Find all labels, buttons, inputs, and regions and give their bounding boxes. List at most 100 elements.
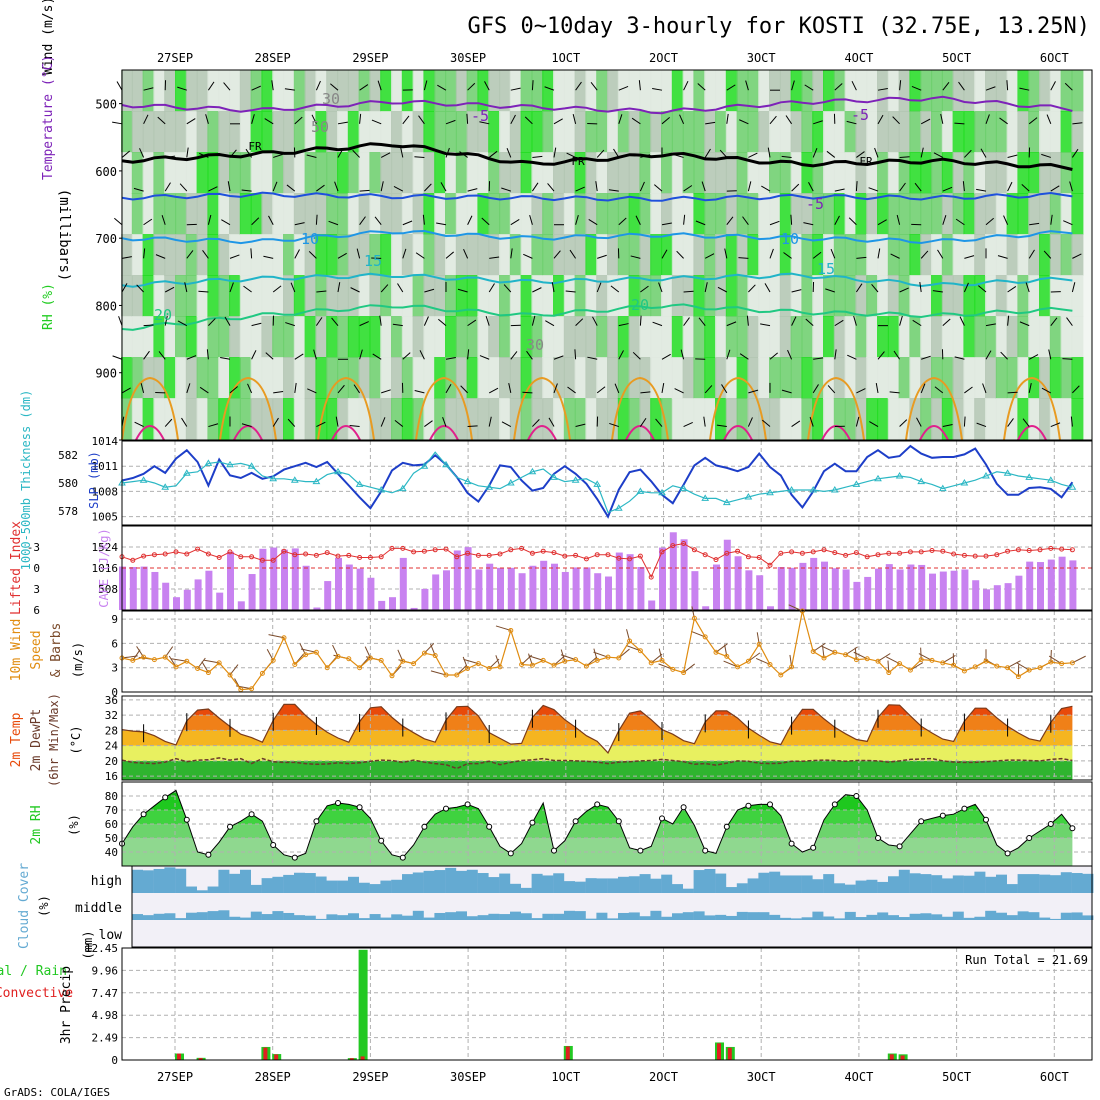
cape-bar	[410, 607, 418, 610]
wind-barb	[315, 317, 323, 326]
rh-shade-cell	[823, 275, 835, 317]
rh-shade-cell	[164, 193, 177, 235]
wind-marker	[303, 652, 309, 658]
rh-shade-cell	[725, 111, 738, 153]
rh-shade-cell	[304, 234, 317, 276]
rh-shade-cell	[520, 398, 533, 440]
rh-shade-cell	[985, 70, 997, 112]
rh-shade-cell	[250, 111, 263, 153]
rh-shade-cell	[261, 357, 274, 399]
wind-barb	[437, 84, 447, 91]
wind-marker	[259, 670, 265, 676]
wind-barb	[467, 349, 470, 360]
li-marker	[659, 549, 665, 555]
wind-marker	[529, 662, 535, 668]
wind-barb	[640, 285, 649, 293]
rh-shade-cell	[790, 111, 803, 153]
wind-barb	[531, 80, 534, 91]
slp-tick-label: 1014	[92, 435, 119, 448]
wind-barb	[445, 147, 450, 158]
rh-shade-cell	[239, 275, 252, 317]
cloud-bar-high	[780, 875, 791, 893]
rh-shade-cell	[995, 234, 1008, 276]
contour-label: 30	[322, 90, 340, 108]
rh-marker	[421, 823, 428, 830]
li-marker	[562, 553, 568, 559]
rh-marker	[529, 819, 536, 826]
rh-shade-cell	[1028, 193, 1041, 235]
wind-barb	[402, 248, 407, 259]
wind-marker	[173, 664, 179, 670]
wind-barb	[245, 148, 253, 158]
wind-marker	[789, 664, 795, 670]
isotherm-25	[807, 376, 865, 441]
wind-barb	[1041, 153, 1051, 158]
rh-shade-cell	[693, 193, 706, 235]
wind-barb	[251, 217, 260, 226]
isotherm-30	[527, 425, 557, 441]
cloud-bar-high	[477, 873, 489, 893]
wind-barb	[286, 184, 296, 192]
wind-barb	[208, 423, 219, 428]
wind-barb	[161, 215, 166, 225]
precip-conv-bar	[717, 1043, 721, 1060]
rh-tick-label: 40	[105, 846, 118, 859]
rh-shade-cell	[779, 152, 792, 194]
thickness-marker	[744, 493, 753, 500]
rh-shade-cell	[952, 357, 965, 399]
li-marker	[994, 552, 1000, 558]
wind-barb	[290, 282, 296, 293]
wind-barb	[179, 183, 188, 192]
rh-shade-cell	[963, 193, 976, 235]
li-marker	[735, 548, 741, 554]
cloud-bar-high	[466, 869, 478, 893]
rh-shade-cell	[477, 398, 490, 440]
wind-barb	[640, 391, 651, 394]
wind-barb	[940, 113, 944, 124]
rh-shade-cell	[1049, 152, 1062, 194]
rh-shade-cell	[499, 398, 511, 440]
rh-shade-cell	[661, 316, 673, 358]
wind-barb	[1019, 321, 1030, 327]
isotherm-30	[919, 425, 949, 441]
rh-shade-cell	[736, 357, 749, 399]
wind-marker	[907, 667, 913, 673]
cloud-bar-high	[736, 883, 748, 893]
wind-barb-10m	[171, 658, 187, 662]
wind-barb	[116, 81, 123, 91]
wind-barb	[565, 290, 576, 293]
wind-barb	[717, 286, 728, 293]
cloud-bar-high	[909, 873, 921, 893]
cloud-bar-high	[1039, 874, 1051, 893]
wind-marker	[227, 672, 233, 678]
rh-shade-cell	[445, 316, 457, 358]
cloud-bar-high	[682, 888, 694, 893]
wind-barb	[247, 383, 253, 394]
cloud-bar-middle	[499, 914, 511, 920]
rh-shade-cell	[628, 193, 641, 235]
rh-marker	[939, 812, 946, 819]
rh-shade-cell	[531, 316, 544, 358]
cloud-layer-label: low	[99, 928, 123, 943]
rh-shade-cell	[272, 193, 285, 235]
li-marker	[400, 545, 406, 551]
rh-shade-cell	[304, 316, 317, 358]
rh-shade-cell	[747, 275, 760, 317]
date-label-bottom: 30SEP	[450, 1070, 486, 1084]
wind-tick-label: 6	[111, 637, 118, 650]
wind-unit-label: (m/s)	[71, 642, 85, 678]
cape-tick-label: 1016	[92, 562, 119, 575]
cloud-bar-middle	[261, 914, 273, 920]
rh-shade-cell	[574, 152, 587, 194]
wind-barb	[680, 349, 685, 360]
temp-label-1: 2m Temp	[9, 712, 24, 767]
cloud-bar-middle	[628, 912, 640, 920]
rh-shade-cell	[747, 70, 760, 112]
thickness-marker	[917, 477, 926, 485]
wind-marker	[335, 653, 341, 659]
li-marker	[918, 549, 924, 555]
wind-barb	[315, 80, 321, 91]
rh-shade-cell	[1017, 70, 1030, 112]
wind-barb	[553, 383, 558, 394]
rh-shade-cell	[445, 152, 457, 194]
